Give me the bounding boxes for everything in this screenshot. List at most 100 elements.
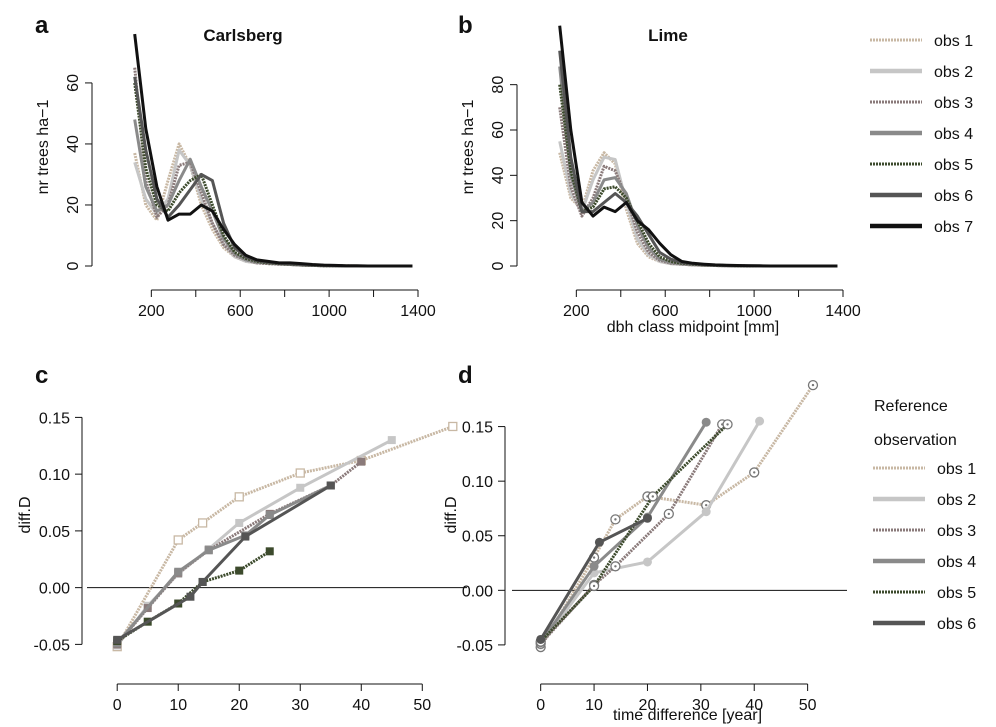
data-point bbox=[642, 557, 652, 567]
x-tick-label: 40 bbox=[745, 697, 763, 714]
series-obs-1 bbox=[112, 421, 458, 652]
legend-top: obs 1 obs 2 obs 3 obs 4 obs 5 obs 6 obs 7 bbox=[870, 33, 973, 236]
series-line bbox=[558, 66, 838, 268]
x-tick-label: 200 bbox=[138, 303, 165, 320]
data-point bbox=[326, 481, 335, 490]
panel-c: c -0.05 0.00 0.05 0.10 0.15 0 10 20 30 40 50 diff.D bbox=[17, 362, 467, 714]
series-line bbox=[539, 423, 724, 645]
x-tick-label: 10 bbox=[585, 697, 603, 714]
legend-label: obs 6 bbox=[934, 188, 973, 205]
series-line bbox=[539, 384, 815, 648]
data-point-dot bbox=[726, 423, 729, 426]
y-tick-label: 0.15 bbox=[462, 420, 493, 437]
series-line bbox=[116, 484, 332, 645]
x-tick-label: 600 bbox=[652, 303, 679, 320]
x-axis-label: dbh class midpoint [mm] bbox=[607, 319, 780, 336]
data-point-dot bbox=[753, 471, 756, 474]
series-obs-7 bbox=[558, 25, 838, 268]
y-tick-label: 0 bbox=[490, 261, 507, 270]
legend-title-line-2: observation bbox=[874, 432, 957, 449]
x-tick-label: 200 bbox=[563, 303, 590, 320]
x-tick-label: 600 bbox=[227, 303, 254, 320]
legend-label: obs 2 bbox=[934, 64, 973, 81]
data-point bbox=[448, 421, 458, 432]
data-point bbox=[234, 492, 244, 502]
series-obs-1 bbox=[558, 151, 838, 268]
data-point bbox=[113, 635, 122, 644]
data-point bbox=[357, 457, 366, 466]
y-tick-label: 0.00 bbox=[39, 581, 70, 598]
data-point-dot bbox=[592, 556, 596, 559]
series-obs-6 bbox=[536, 513, 652, 644]
x-tick-label: 50 bbox=[799, 697, 817, 714]
series-line bbox=[539, 421, 708, 644]
data-point bbox=[235, 566, 244, 575]
panel-letter: d bbox=[458, 362, 473, 389]
data-point bbox=[265, 511, 274, 519]
series-line bbox=[539, 423, 729, 643]
data-point bbox=[296, 483, 305, 492]
y-tick-label: 60 bbox=[490, 121, 507, 139]
panel-letter: a bbox=[35, 12, 49, 39]
series-obs-4 bbox=[558, 66, 838, 268]
legend-title-line-1: Reference bbox=[874, 398, 948, 415]
x-tick-label: 50 bbox=[413, 697, 431, 714]
series-line bbox=[558, 151, 838, 268]
y-tick-label: -0.05 bbox=[457, 638, 494, 655]
y-tick-label: 0.15 bbox=[39, 410, 70, 427]
data-point bbox=[198, 577, 207, 586]
data-point bbox=[701, 417, 711, 427]
data-point-dot bbox=[704, 503, 708, 507]
data-point bbox=[387, 436, 396, 445]
y-tick-label: 20 bbox=[65, 196, 82, 214]
series-line bbox=[539, 420, 761, 646]
data-point bbox=[173, 535, 183, 545]
panel-letter: b bbox=[458, 12, 473, 39]
series-obs-6 bbox=[113, 481, 335, 644]
x-tick-label: 1000 bbox=[736, 303, 772, 320]
data-point bbox=[204, 546, 213, 555]
data-point-dot bbox=[651, 495, 654, 498]
y-tick-label: 20 bbox=[490, 212, 507, 230]
x-tick-label: 1400 bbox=[400, 303, 436, 320]
y-axis-label: diff.D bbox=[443, 496, 460, 533]
y-tick-label: 40 bbox=[490, 166, 507, 184]
data-point bbox=[174, 567, 183, 576]
panel-letter: c bbox=[35, 362, 48, 389]
x-tick-label: 0 bbox=[536, 697, 545, 714]
legend-label: obs 4 bbox=[937, 554, 976, 571]
x-tick-label: 1400 bbox=[825, 303, 861, 320]
data-point bbox=[197, 518, 208, 528]
panel-a: a Carlsberg 0 20 40 60 200 600 1000 1400 nr trees … bbox=[35, 12, 436, 320]
data-point-dot bbox=[614, 565, 617, 568]
x-tick-label: 30 bbox=[291, 697, 309, 714]
x-tick-label: 40 bbox=[352, 697, 370, 714]
series-obs-3 bbox=[133, 67, 413, 268]
y-axis-label: diff.D bbox=[17, 496, 34, 533]
legend-label: obs 6 bbox=[937, 616, 976, 633]
series-obs-4 bbox=[536, 417, 711, 648]
series-line bbox=[133, 33, 413, 268]
x-tick-label: 20 bbox=[230, 697, 248, 714]
panel-b: b Lime 0 20 40 60 80 200 600 1000 1400 nr trees ha−… bbox=[458, 12, 861, 336]
data-point-dot bbox=[811, 383, 815, 387]
y-tick-label: 60 bbox=[65, 74, 82, 92]
legend-bottom-title: Reference observation bbox=[874, 398, 957, 449]
panel-d: d -0.05 0.00 0.05 0.10 0.15 0 10 20 30 40 50 diff.D t… bbox=[443, 362, 847, 724]
data-point bbox=[701, 507, 711, 517]
series-obs-1 bbox=[535, 379, 819, 653]
y-tick-label: 0.00 bbox=[462, 583, 493, 600]
y-tick-label: 0.10 bbox=[462, 474, 493, 491]
x-tick-label: 30 bbox=[692, 697, 710, 714]
y-tick-label: 40 bbox=[65, 135, 82, 153]
series-obs-4 bbox=[133, 119, 413, 268]
data-point bbox=[186, 592, 195, 601]
legend-label: obs 1 bbox=[937, 461, 976, 478]
panel-title: Carlsberg bbox=[203, 26, 282, 45]
legend-label: obs 2 bbox=[937, 492, 976, 509]
legend-label: obs 3 bbox=[937, 523, 976, 540]
panel-title: Lime bbox=[648, 26, 688, 45]
y-tick-label: -0.05 bbox=[34, 637, 71, 654]
data-point bbox=[536, 634, 546, 644]
